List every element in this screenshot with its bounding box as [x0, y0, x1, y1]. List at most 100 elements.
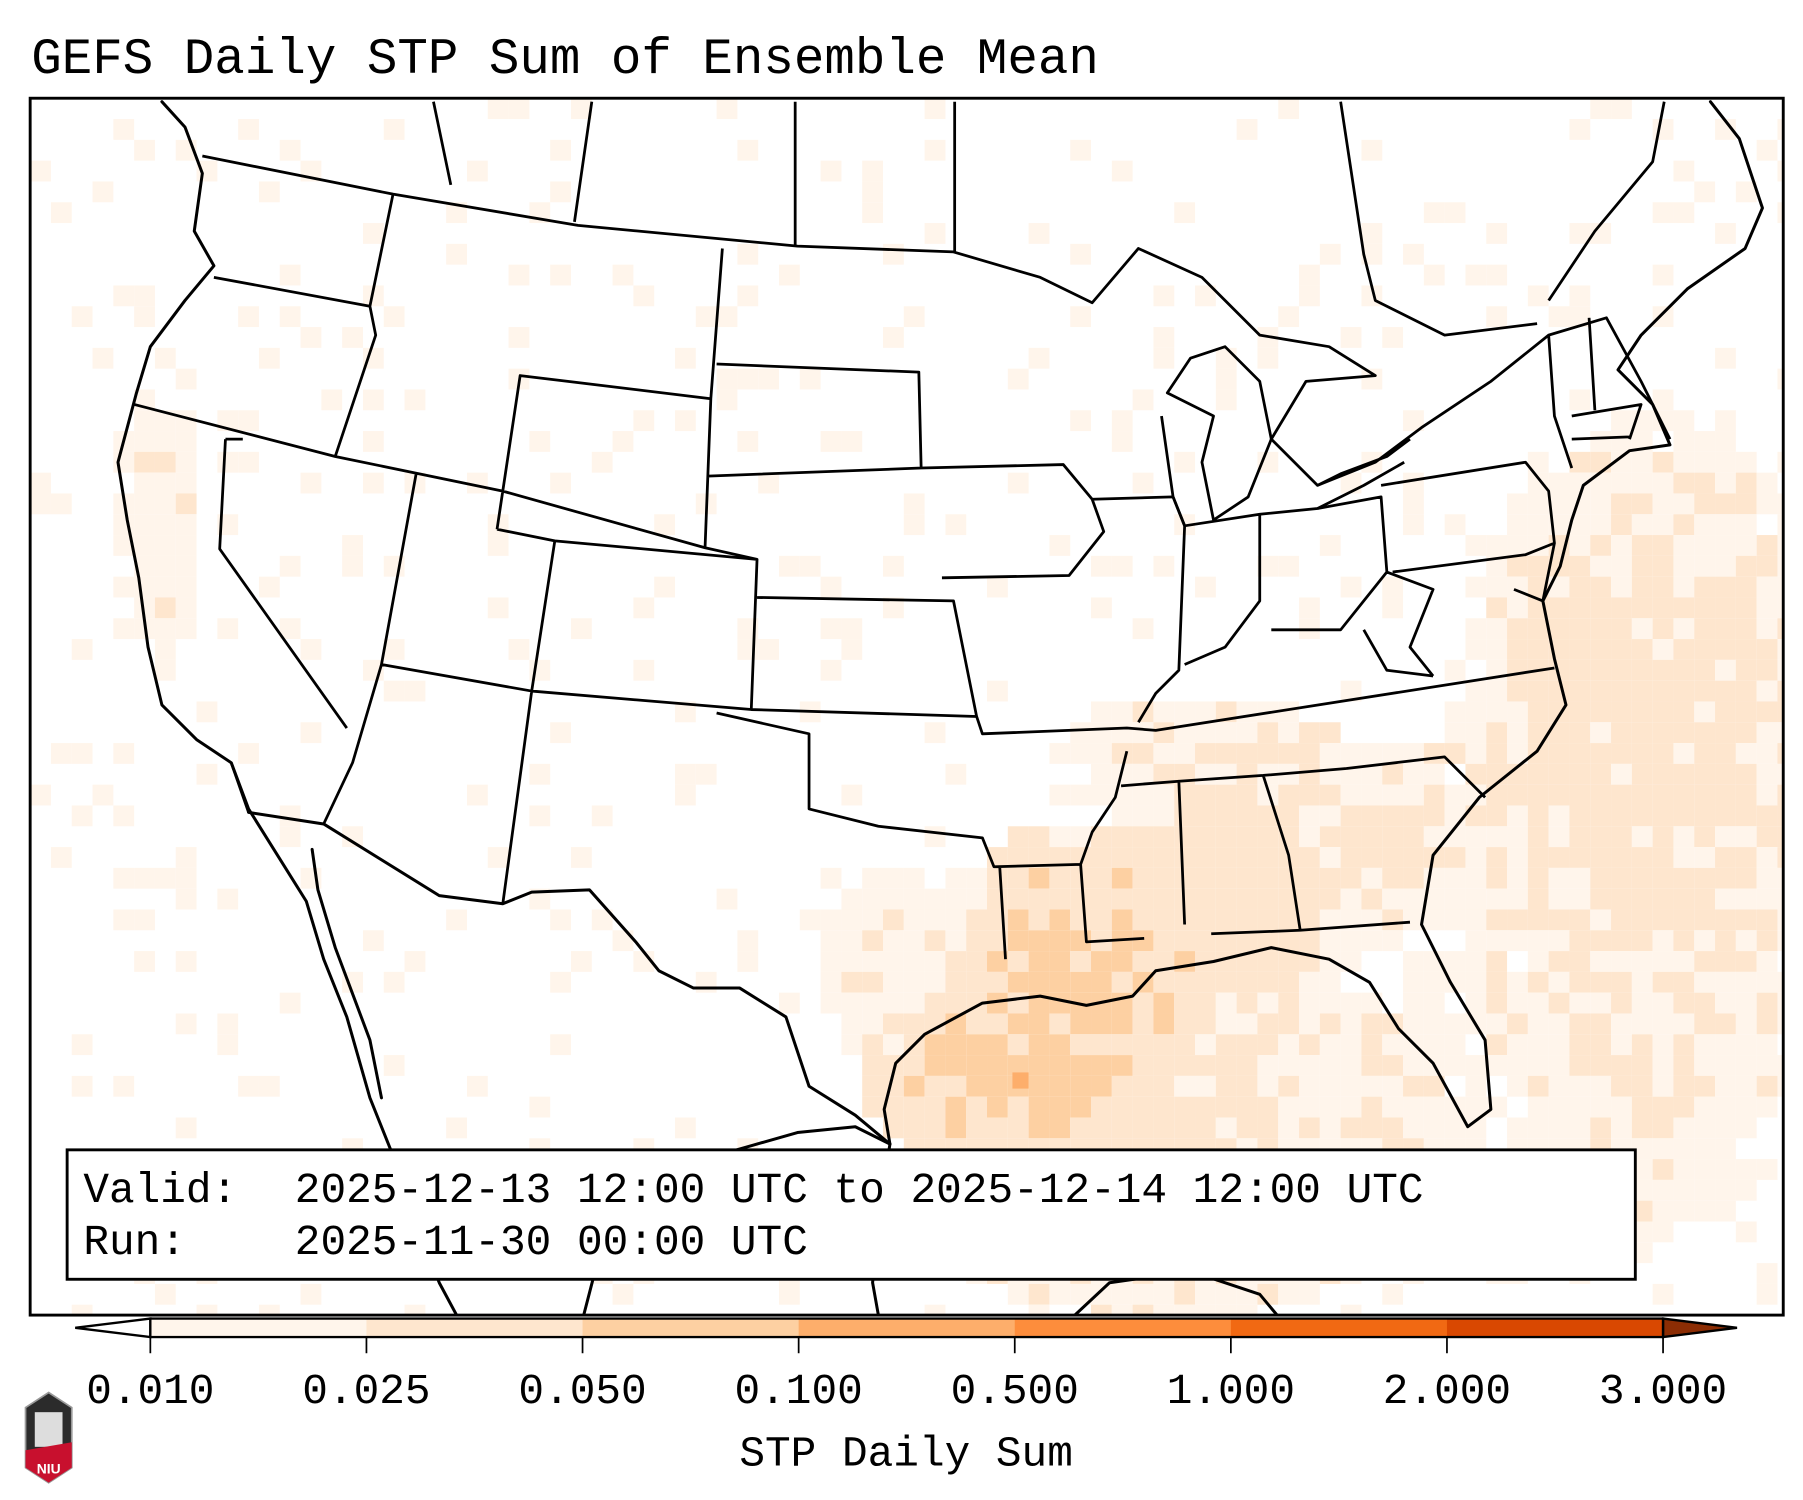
- baja-outline: [310, 847, 383, 1100]
- stp-cell: [1673, 971, 1695, 993]
- stp-cell: [1673, 659, 1695, 681]
- stp-cell: [1756, 867, 1778, 889]
- stp-cell: [1527, 1117, 1549, 1139]
- stp-cell: [1132, 1304, 1154, 1316]
- stp-cell: [175, 472, 197, 494]
- stp-cell: [1028, 971, 1050, 993]
- stp-cell: [1756, 576, 1778, 598]
- stp-cell: [1507, 1034, 1528, 1056]
- stp-cell: [71, 306, 93, 328]
- stp-cell: [1652, 1075, 1674, 1097]
- colorbar-tick-label: 0.050: [518, 1367, 646, 1416]
- stp-cell: [1382, 826, 1404, 848]
- stp-cell: [924, 1034, 946, 1056]
- stp-cell: [1673, 1055, 1695, 1076]
- stp-cell: [134, 867, 155, 889]
- stp-cell: [1777, 1055, 1784, 1076]
- stp-cell: [446, 202, 467, 224]
- stp-cell: [945, 514, 967, 536]
- stp-cell: [799, 909, 821, 931]
- stp-cell: [1423, 763, 1445, 785]
- stp-cell: [1007, 368, 1029, 390]
- stp-cell: [1215, 1304, 1237, 1316]
- stp-cell: [1735, 1055, 1757, 1076]
- stp-cell: [1756, 597, 1778, 619]
- stp-cell: [1257, 826, 1279, 848]
- stp-cell: [1007, 826, 1029, 848]
- stp-cell: [1319, 763, 1341, 785]
- stp-cell: [1153, 1034, 1175, 1056]
- stp-cell: [1423, 202, 1445, 224]
- stp-cell: [1444, 888, 1466, 910]
- stp-cell: [820, 431, 842, 452]
- stp-cell: [196, 701, 218, 723]
- stp-cell: [1382, 784, 1404, 806]
- stp-cell: [1091, 909, 1112, 931]
- stp-cell: [1569, 930, 1591, 952]
- stp-cell: [841, 431, 863, 452]
- stp-cell: [279, 264, 301, 286]
- stp-cell: [1486, 763, 1508, 785]
- stp-cell: [1465, 722, 1487, 744]
- stp-cell: [383, 1055, 405, 1076]
- stp-cell: [1465, 763, 1487, 785]
- stp-cell: [1132, 1013, 1154, 1035]
- colorbar-tick-label: 0.100: [735, 1367, 863, 1416]
- stp-cell: [1715, 493, 1736, 515]
- stp-cell: [1111, 722, 1133, 744]
- stp-cell: [279, 805, 301, 827]
- stp-cell: [113, 119, 135, 140]
- stp-cell: [924, 98, 946, 120]
- stp-cell: [1319, 805, 1341, 827]
- stp-cell: [1091, 847, 1112, 868]
- stp-cell: [1382, 1096, 1404, 1118]
- stp-cell: [550, 971, 571, 993]
- stp-cell: [1631, 1179, 1653, 1201]
- stp-cell: [1777, 680, 1784, 702]
- stp-cell: [1153, 826, 1175, 848]
- stp-cell: [321, 389, 343, 411]
- stp-cell: [1756, 701, 1778, 723]
- stp-cell: [1091, 701, 1112, 723]
- stp-cell: [1507, 909, 1528, 931]
- stp-cell: [1590, 992, 1612, 1014]
- stp-cell: [1652, 909, 1674, 931]
- stp-cell: [1590, 743, 1612, 764]
- stp-cell: [1486, 576, 1508, 598]
- stp-cell: [612, 431, 634, 452]
- stp-cell: [1777, 867, 1784, 889]
- stp-cell: [300, 722, 322, 744]
- stp-cell: [196, 763, 218, 785]
- stp-cell: [1215, 1283, 1237, 1305]
- stp-cell: [1652, 1138, 1674, 1160]
- stp-cell: [113, 535, 135, 556]
- stp-cell: [737, 139, 759, 161]
- stp-cell: [446, 1117, 467, 1139]
- stp-cell: [1631, 805, 1653, 827]
- stp-cell: [903, 493, 925, 515]
- stp-cell: [1319, 784, 1341, 806]
- stp-cell: [1631, 555, 1653, 577]
- stp-cell: [1569, 472, 1591, 494]
- stp-cell: [175, 451, 197, 473]
- stp-cell: [945, 888, 967, 910]
- stp-cell: [1070, 722, 1092, 744]
- stp-cell: [1091, 722, 1112, 744]
- stp-cell: [1028, 1117, 1050, 1139]
- stp-cell: [1382, 867, 1404, 889]
- stp-cell: [1777, 555, 1784, 577]
- stp-cell: [1673, 160, 1695, 182]
- stp-cell: [1569, 1096, 1591, 1118]
- stp-cell: [1091, 1013, 1112, 1035]
- stp-cell: [1215, 701, 1237, 723]
- stp-cell: [1028, 1304, 1050, 1316]
- stp-cell: [1611, 1034, 1632, 1056]
- stp-cell: [1715, 680, 1736, 702]
- stp-cell: [1569, 680, 1591, 702]
- stp-cell: [1007, 1283, 1029, 1305]
- stp-cell: [1153, 1096, 1175, 1118]
- stp-cell: [1652, 1013, 1674, 1035]
- stp-cell: [1527, 451, 1549, 473]
- stp-cell: [841, 888, 863, 910]
- stp-cell: [1403, 410, 1424, 432]
